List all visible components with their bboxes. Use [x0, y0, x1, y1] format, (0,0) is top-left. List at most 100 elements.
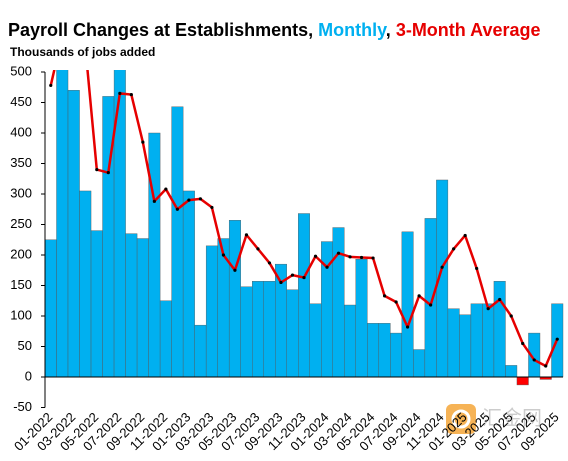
- line-point: [290, 273, 295, 277]
- line-point: [187, 198, 191, 202]
- line-point: [244, 233, 249, 237]
- bar: [493, 281, 506, 378]
- bar: [240, 286, 253, 378]
- watermark-icon: [451, 409, 471, 429]
- bar: [159, 300, 172, 378]
- y-tick-label: 350: [10, 155, 32, 170]
- line-point: [348, 255, 352, 259]
- bar: [45, 239, 57, 378]
- y-tick-label: 450: [10, 94, 32, 109]
- line-point: [175, 207, 179, 211]
- bar: [298, 213, 310, 378]
- bar: [148, 132, 161, 378]
- line-point: [152, 199, 156, 203]
- bar: [332, 227, 345, 378]
- line-point: [106, 171, 110, 175]
- line-point: [72, 61, 75, 64]
- y-tick-label: 0: [25, 368, 32, 383]
- line-point: [371, 256, 375, 260]
- bar: [251, 281, 264, 378]
- line-point: [429, 303, 433, 307]
- chart-subtitle: Thousands of jobs added: [10, 45, 155, 59]
- bar: [309, 303, 322, 378]
- bar: [136, 238, 149, 378]
- bar: [125, 233, 138, 378]
- line-point: [49, 83, 53, 88]
- line-point: [198, 197, 202, 201]
- title-main: Payroll Changes at Establishments: [8, 20, 308, 40]
- bar: [171, 106, 184, 378]
- line-point: [382, 294, 387, 298]
- bar: [367, 323, 380, 378]
- line-point: [486, 307, 490, 311]
- line-point: [463, 233, 467, 238]
- line-point: [221, 253, 226, 257]
- line-point: [475, 266, 479, 271]
- bar: [378, 323, 391, 378]
- line-point: [313, 254, 318, 258]
- line-point: [544, 364, 548, 368]
- y-tick-label: -50: [13, 399, 32, 414]
- line-point: [336, 251, 341, 255]
- legend-average: 3-Month Average: [396, 20, 541, 40]
- line-point: [325, 265, 329, 269]
- bar: [424, 218, 437, 378]
- y-tick-label: 200: [10, 246, 32, 261]
- line-point: [302, 275, 306, 280]
- bar: [286, 289, 299, 378]
- y-tick-label: 400: [10, 124, 32, 139]
- line-point: [256, 247, 260, 251]
- watermark-icon: [446, 404, 476, 434]
- line-point: [95, 168, 99, 172]
- y-tick-label: 150: [10, 277, 32, 292]
- line-point: [118, 91, 122, 95]
- y-tick-label: 100: [10, 307, 32, 322]
- line-point: [555, 337, 559, 341]
- bar: [182, 190, 195, 378]
- line-point: [164, 187, 168, 191]
- line-point: [210, 205, 214, 210]
- bar: [505, 365, 518, 378]
- bar: [194, 324, 207, 378]
- bar: [355, 259, 368, 378]
- bar: [67, 90, 80, 378]
- bar: [79, 190, 92, 378]
- bar: [390, 332, 403, 378]
- watermark-text: 汇金网: [482, 406, 542, 429]
- line-point: [359, 255, 364, 260]
- bar: [401, 231, 414, 378]
- bar: [344, 304, 356, 378]
- line-point: [141, 140, 145, 144]
- line-point: [279, 280, 283, 285]
- line-point: [267, 261, 272, 265]
- line-point: [406, 325, 410, 329]
- line-point: [440, 265, 444, 269]
- bar: [228, 220, 241, 378]
- bar: [447, 308, 460, 378]
- line-point: [129, 92, 133, 97]
- bar: [470, 303, 483, 378]
- bar: [263, 281, 276, 378]
- line-point: [532, 358, 536, 362]
- line-point: [394, 300, 398, 304]
- line-point: [417, 294, 421, 298]
- chart-title: Payroll Changes at Establishments, Month…: [8, 20, 541, 40]
- bar: [482, 303, 495, 378]
- y-tick-label: 300: [10, 185, 32, 200]
- bar: [90, 230, 103, 378]
- y-tick-label: 250: [10, 216, 32, 231]
- y-tick-label: 50: [18, 338, 32, 353]
- bar: [459, 314, 472, 378]
- line-point: [521, 341, 525, 346]
- bar: [516, 376, 529, 386]
- line-point: [509, 314, 513, 318]
- watermark: 汇金网: [446, 404, 542, 434]
- line-point: [498, 297, 502, 302]
- legend-monthly: Monthly: [318, 20, 387, 40]
- line-point: [233, 268, 237, 272]
- title-sep: ,: [386, 20, 391, 40]
- y-tick-label: 500: [10, 63, 32, 78]
- title-sep: ,: [308, 20, 313, 40]
- line-point: [452, 247, 456, 251]
